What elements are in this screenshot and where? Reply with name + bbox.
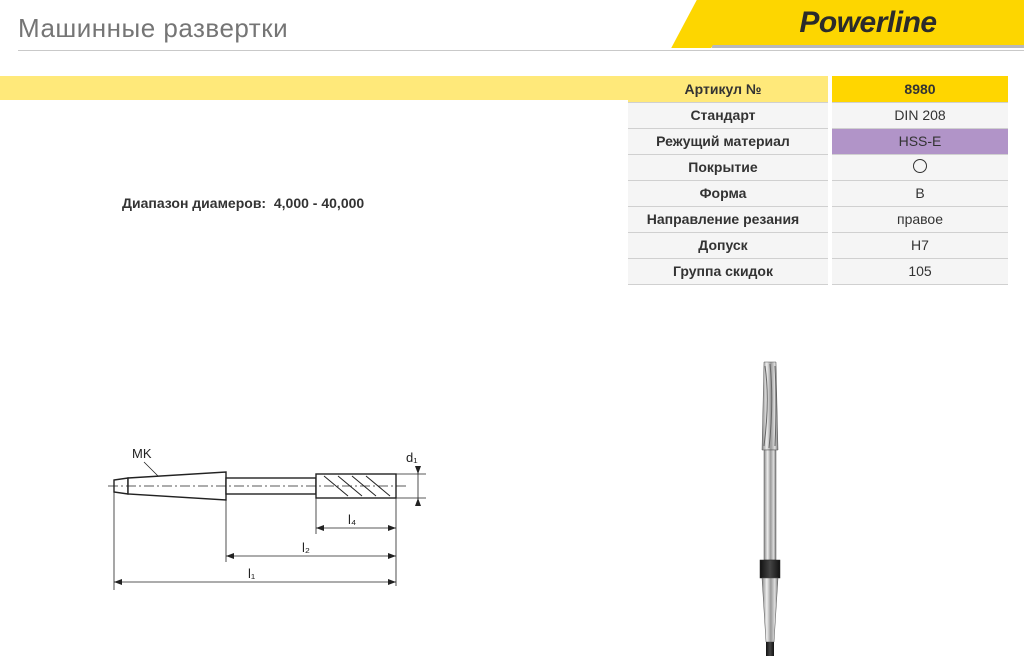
range-label: Диапазон диамеров:	[122, 195, 266, 211]
spec-label: Допуск	[628, 232, 828, 258]
dim-d1: d₁	[406, 450, 418, 465]
spec-label: Стандарт	[628, 102, 828, 128]
spec-value: DIN 208	[832, 102, 1008, 128]
dim-mk: MK	[132, 446, 152, 461]
spec-label: Артикул №	[628, 76, 828, 102]
spec-table: Артикул №8980СтандартDIN 208Режущий мате…	[628, 76, 1008, 285]
tool-photo	[750, 360, 790, 660]
circle-icon	[913, 159, 927, 173]
spec-value: HSS-E	[832, 128, 1008, 154]
spec-row: Режущий материалHSS-E	[628, 128, 1008, 154]
spec-row: ДопускH7	[628, 232, 1008, 258]
spec-row: Артикул №8980	[628, 76, 1008, 102]
spec-label: Режущий материал	[628, 128, 828, 154]
spec-row: ФормаB	[628, 180, 1008, 206]
spec-label: Покрытие	[628, 154, 828, 180]
spec-row: СтандартDIN 208	[628, 102, 1008, 128]
spec-value: 105	[832, 258, 1008, 284]
dim-l4: l₄	[348, 512, 356, 527]
spec-value: H7	[832, 232, 1008, 258]
dim-l2: l₂	[302, 540, 310, 555]
technical-drawing: d₁ MK l₄ l₂ l₁	[108, 430, 468, 610]
dim-l1: l₁	[248, 566, 256, 581]
page-title: Машинные развертки	[18, 13, 288, 44]
brand-badge: Powerline	[684, 0, 1024, 48]
spec-row: Группа скидок105	[628, 258, 1008, 284]
spec-label: Направление резания	[628, 206, 828, 232]
spec-value: правое	[832, 206, 1008, 232]
spec-value: 8980	[832, 76, 1008, 102]
spec-value: B	[832, 180, 1008, 206]
spec-row: Направление резанияправое	[628, 206, 1008, 232]
spec-label: Форма	[628, 180, 828, 206]
diameter-range: Диапазон диамеров: 4,000 - 40,000	[122, 195, 364, 211]
spec-label: Группа скидок	[628, 258, 828, 284]
header-divider	[18, 50, 1024, 51]
brand-text: Powerline	[712, 0, 1024, 48]
spec-value	[832, 154, 1008, 180]
range-value: 4,000 - 40,000	[274, 195, 364, 211]
spec-row: Покрытие	[628, 154, 1008, 180]
